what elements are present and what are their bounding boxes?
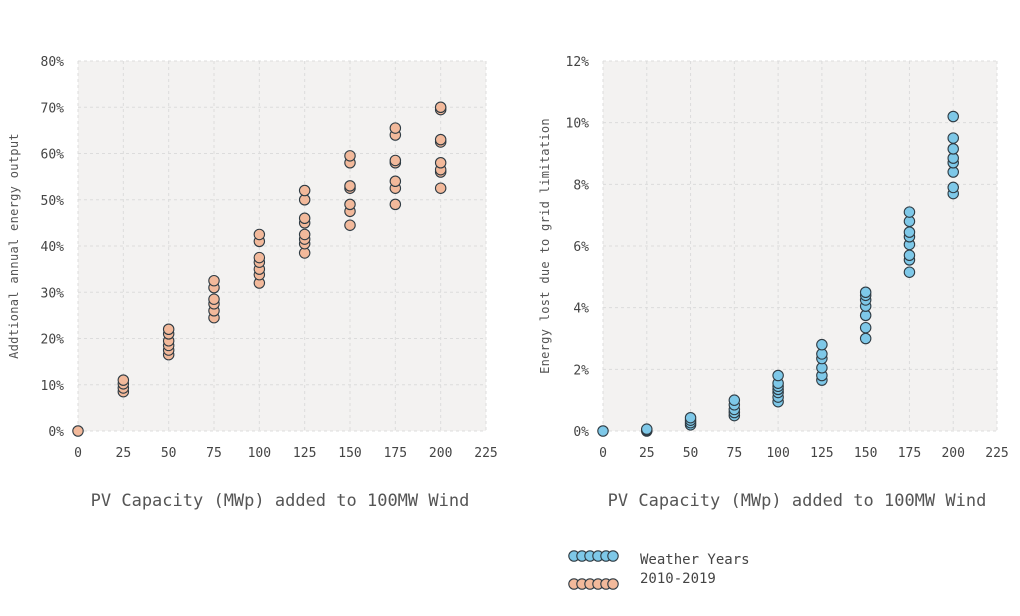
right-chart: 0% 2% 4% 6% 8% 10% 12% 0 25 50 75 100 125 150 175 200 2…: [538, 55, 1009, 511]
y-tick-label: 70%: [41, 101, 65, 116]
y-tick-label: 40%: [41, 240, 65, 255]
left-data-points: [72, 101, 447, 437]
x-tick-label: 75: [727, 446, 743, 461]
right-y-tick-labels: 0% 2% 4% 6% 8% 10% 12%: [566, 55, 590, 440]
data-point: [434, 157, 447, 169]
left-chart: 0% 10% 20% 30% 40% 50% 60% 70% 80% 0 25 50 75 100 125…: [7, 55, 498, 511]
right-y-axis-title: Energy lost due to grid limitation: [538, 118, 552, 374]
y-tick-label: 10%: [41, 379, 65, 394]
x-tick-label: 150: [854, 446, 877, 461]
x-tick-label: 100: [766, 446, 789, 461]
y-tick-label: 2%: [573, 363, 589, 378]
data-point: [298, 212, 311, 225]
y-tick-label: 4%: [573, 302, 589, 317]
data-point: [903, 206, 916, 218]
data-point: [253, 228, 266, 241]
y-tick-label: 0%: [48, 425, 64, 440]
data-point: [208, 293, 220, 305]
y-tick-label: 30%: [41, 286, 65, 301]
data-point: [772, 369, 784, 382]
data-point: [344, 198, 356, 211]
data-point: [947, 110, 959, 123]
data-point: [728, 394, 741, 406]
data-point: [434, 133, 447, 146]
right-x-axis-title: PV Capacity (MWp) added to 100MW Wind: [608, 491, 987, 511]
data-point: [72, 425, 84, 437]
data-point: [208, 274, 220, 287]
y-tick-label: 12%: [566, 55, 590, 70]
x-tick-label: 125: [293, 446, 316, 461]
right-plot-area: [603, 61, 997, 431]
x-tick-label: 50: [683, 446, 699, 461]
data-point: [298, 228, 311, 241]
data-point: [859, 332, 872, 345]
x-tick-label: 150: [338, 446, 361, 461]
data-point: [434, 101, 447, 114]
data-point: [344, 219, 356, 231]
data-point: [903, 249, 916, 262]
y-tick-label: 50%: [41, 194, 65, 209]
data-point: [903, 226, 916, 238]
data-point: [298, 184, 311, 197]
data-point: [389, 122, 402, 134]
data-point: [389, 154, 402, 167]
left-y-axis-title: Addtional annual energy output: [7, 133, 21, 359]
right-data-points: [597, 110, 959, 437]
right-x-tick-labels: 0 25 50 75 100 125 150 175 200 225: [599, 446, 1009, 461]
data-point: [389, 175, 402, 188]
x-tick-label: 175: [384, 446, 407, 461]
data-point: [253, 251, 266, 264]
data-point: [162, 323, 175, 335]
data-point: [859, 286, 872, 298]
data-point: [859, 321, 872, 334]
data-point: [816, 338, 828, 351]
x-tick-label: 0: [74, 446, 82, 461]
y-tick-label: 10%: [566, 117, 590, 132]
x-tick-label: 175: [898, 446, 921, 461]
x-tick-label: 75: [206, 446, 222, 461]
legend-orange-marker-icon: [568, 578, 619, 590]
left-x-tick-labels: 0 25 50 75 100 125 150 175 200 225: [74, 446, 498, 461]
y-tick-label: 20%: [41, 333, 65, 348]
x-tick-label: 200: [429, 446, 452, 461]
right-gridlines: [602, 60, 998, 432]
legend-blue-marker-icon: [568, 550, 619, 562]
y-tick-label: 60%: [41, 148, 65, 163]
data-point: [641, 423, 653, 435]
x-tick-label: 25: [116, 446, 132, 461]
x-tick-label: 225: [985, 446, 1008, 461]
left-y-tick-labels: 0% 10% 20% 30% 40% 50% 60% 70% 80%: [41, 55, 65, 440]
x-tick-label: 125: [810, 446, 833, 461]
y-tick-label: 6%: [573, 240, 589, 255]
x-tick-label: 225: [474, 446, 497, 461]
data-point: [344, 150, 356, 162]
x-tick-label: 25: [639, 446, 655, 461]
y-tick-label: 8%: [573, 178, 589, 193]
x-tick-label: 200: [941, 446, 964, 461]
x-tick-label: 50: [161, 446, 177, 461]
data-point: [597, 425, 609, 437]
legend: Weather Years 2010-2019: [568, 550, 750, 590]
legend-label-line1: Weather Years: [640, 552, 750, 568]
y-tick-label: 0%: [573, 425, 589, 440]
data-point: [903, 266, 916, 278]
data-point: [684, 411, 697, 424]
data-point: [117, 374, 130, 386]
x-tick-label: 100: [248, 446, 271, 461]
data-point: [434, 182, 447, 194]
left-x-axis-title: PV Capacity (MWp) added to 100MW Wind: [91, 491, 470, 511]
data-point: [344, 180, 356, 192]
data-point: [947, 181, 959, 194]
data-point: [389, 198, 402, 211]
y-tick-label: 80%: [41, 55, 65, 70]
x-tick-label: 0: [599, 446, 607, 461]
data-point: [947, 132, 959, 144]
legend-label-line2: 2010-2019: [640, 571, 716, 587]
data-point: [947, 143, 959, 155]
